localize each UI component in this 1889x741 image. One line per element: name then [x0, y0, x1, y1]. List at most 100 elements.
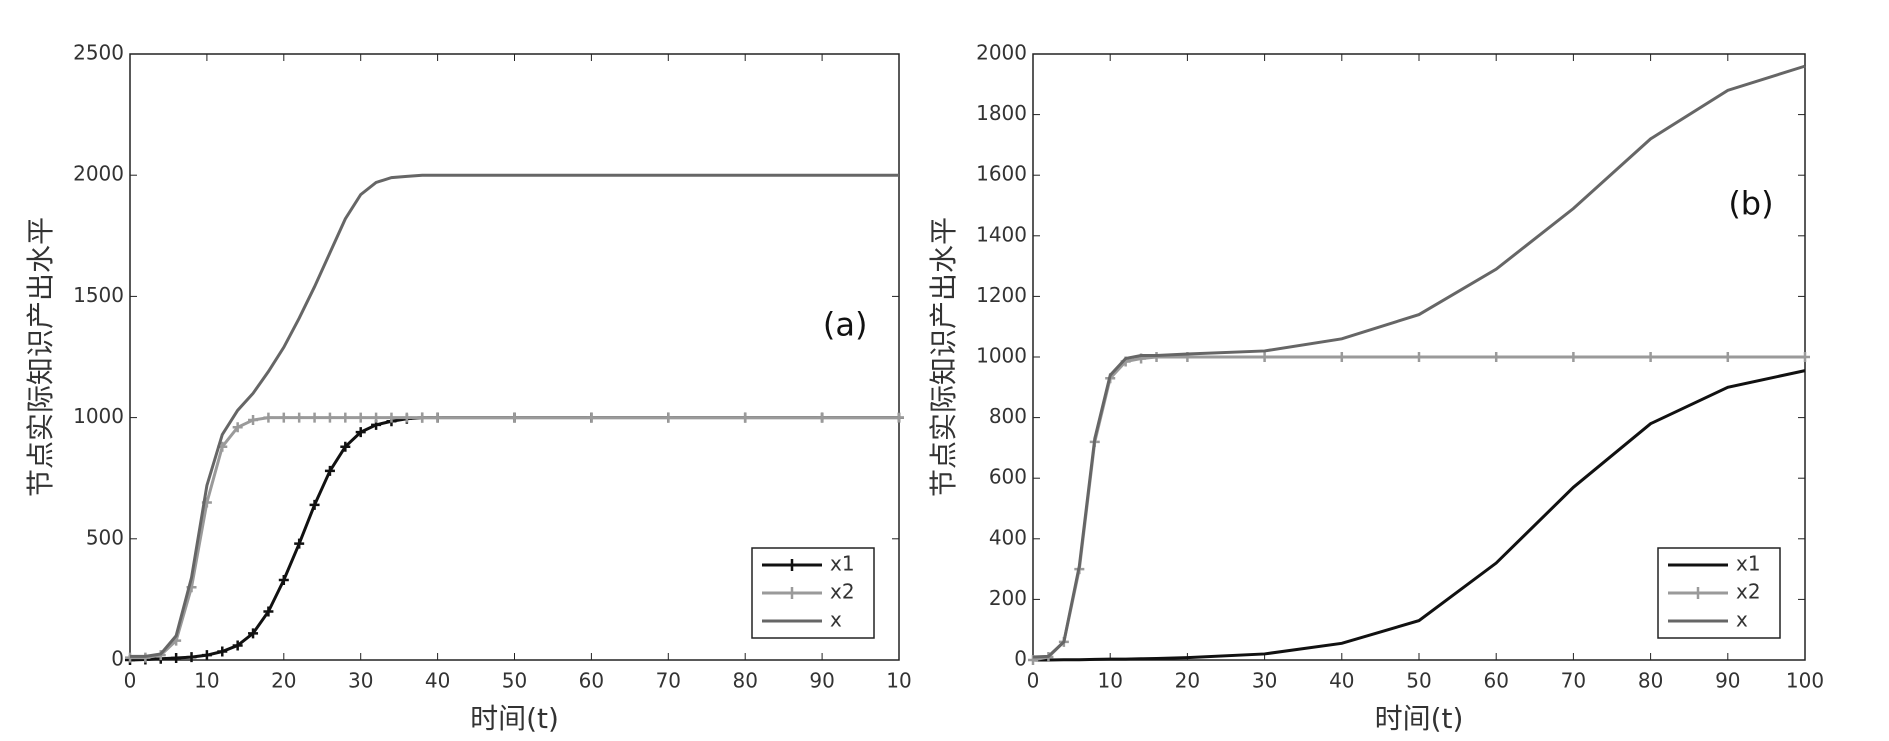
x-tick-label: 70 [1561, 669, 1586, 693]
legend-label: x [1736, 608, 1748, 632]
point-marker [340, 412, 351, 423]
y-axis-title: 节点实际知识产出水平 [24, 217, 57, 497]
y-axis-title: 节点实际知识产出水平 [927, 217, 960, 497]
y-tick-label: 1600 [976, 162, 1027, 186]
point-marker [355, 427, 366, 438]
x-tick-label: 80 [732, 669, 757, 693]
y-tick-label: 600 [989, 465, 1027, 489]
x-tick-label: 40 [425, 669, 450, 693]
y-tick-label: 1000 [976, 344, 1027, 368]
x-tick-label: 50 [1406, 669, 1431, 693]
y-tick-label: 200 [989, 586, 1027, 610]
legend-label: x2 [1736, 580, 1761, 604]
y-tick-label: 500 [86, 525, 124, 549]
point-marker [232, 422, 243, 433]
x-tick-label: 90 [1715, 669, 1740, 693]
x-tick-label: 100 [1786, 669, 1824, 693]
point-marker [509, 412, 520, 423]
point-marker [201, 650, 212, 661]
point-marker [1491, 352, 1502, 362]
x-tick-label: 20 [271, 669, 296, 693]
y-tick-label: 0 [1014, 647, 1027, 671]
legend-label: x1 [830, 552, 855, 576]
point-marker [248, 628, 259, 639]
point-marker [248, 415, 259, 426]
point-marker [663, 412, 674, 423]
point-marker [263, 606, 274, 617]
point-marker [1336, 352, 1347, 362]
legend-marker [786, 587, 798, 599]
point-marker [740, 412, 751, 423]
y-tick-label: 1800 [976, 101, 1027, 125]
x-axis-title: 时间(t) [1375, 702, 1464, 735]
point-marker [294, 538, 305, 549]
point-marker [309, 499, 320, 510]
point-marker [217, 646, 228, 657]
point-marker [894, 412, 904, 423]
y-tick-label: 0 [111, 647, 124, 671]
x-tick-label: 20 [1175, 669, 1200, 693]
point-marker [586, 412, 597, 423]
point-marker [401, 412, 412, 423]
annotation: (a) [823, 306, 868, 344]
y-tick-label: 2500 [73, 41, 124, 65]
point-marker [1645, 352, 1656, 362]
y-tick-label: 1000 [73, 404, 124, 428]
point-marker [371, 412, 382, 423]
annotation: (b) [1728, 185, 1773, 223]
x-tick-label: 50 [502, 669, 527, 693]
point-marker [1568, 352, 1579, 362]
x-axis-title: 时间(t) [470, 702, 559, 735]
y-tick-label: 400 [989, 525, 1027, 549]
y-tick-label: 1400 [976, 222, 1027, 246]
legend-label: x1 [1736, 552, 1761, 576]
y-tick-label: 2000 [976, 41, 1027, 65]
point-marker [309, 412, 320, 423]
point-marker [817, 412, 828, 423]
series-line [1033, 369, 1806, 662]
legend-label: x2 [830, 580, 855, 604]
legend-label: x [830, 608, 842, 632]
legend-marker [1692, 587, 1704, 599]
point-marker [324, 412, 335, 423]
point-marker [263, 412, 274, 423]
point-marker [294, 412, 305, 423]
point-marker [1414, 352, 1424, 362]
y-tick-label: 2000 [73, 162, 124, 186]
point-marker [232, 640, 243, 651]
point-marker [1722, 352, 1733, 362]
x-tick-label: 10 [886, 669, 911, 693]
point-marker [432, 412, 443, 423]
x-tick-label: 60 [1483, 669, 1508, 693]
x-tick-label: 30 [1252, 669, 1277, 693]
x-tick-label: 0 [1027, 669, 1040, 693]
point-marker [186, 652, 197, 663]
point-marker [278, 412, 289, 423]
point-marker [1800, 352, 1810, 362]
x-tick-label: 40 [1329, 669, 1354, 693]
point-marker [1259, 352, 1270, 362]
y-tick-label: 800 [989, 404, 1027, 428]
point-marker [417, 412, 428, 423]
point-marker [340, 441, 351, 452]
point-marker [355, 412, 366, 423]
x-tick-label: 0 [124, 669, 137, 693]
y-tick-label: 1500 [73, 283, 124, 307]
x-tick-label: 60 [579, 669, 604, 693]
legend-marker [786, 559, 798, 571]
point-marker [324, 465, 335, 476]
y-tick-label: 1200 [976, 283, 1027, 307]
point-marker [386, 412, 397, 423]
series-line [130, 173, 899, 658]
x-tick-label: 30 [348, 669, 373, 693]
series-line [1032, 64, 1806, 659]
x-tick-label: 70 [656, 669, 681, 693]
point-marker [278, 575, 289, 586]
point-marker [1151, 352, 1162, 362]
point-marker [171, 653, 182, 664]
x-tick-label: 80 [1638, 669, 1663, 693]
x-tick-label: 90 [809, 669, 834, 693]
x-tick-label: 10 [1097, 669, 1122, 693]
x-tick-label: 10 [194, 669, 219, 693]
